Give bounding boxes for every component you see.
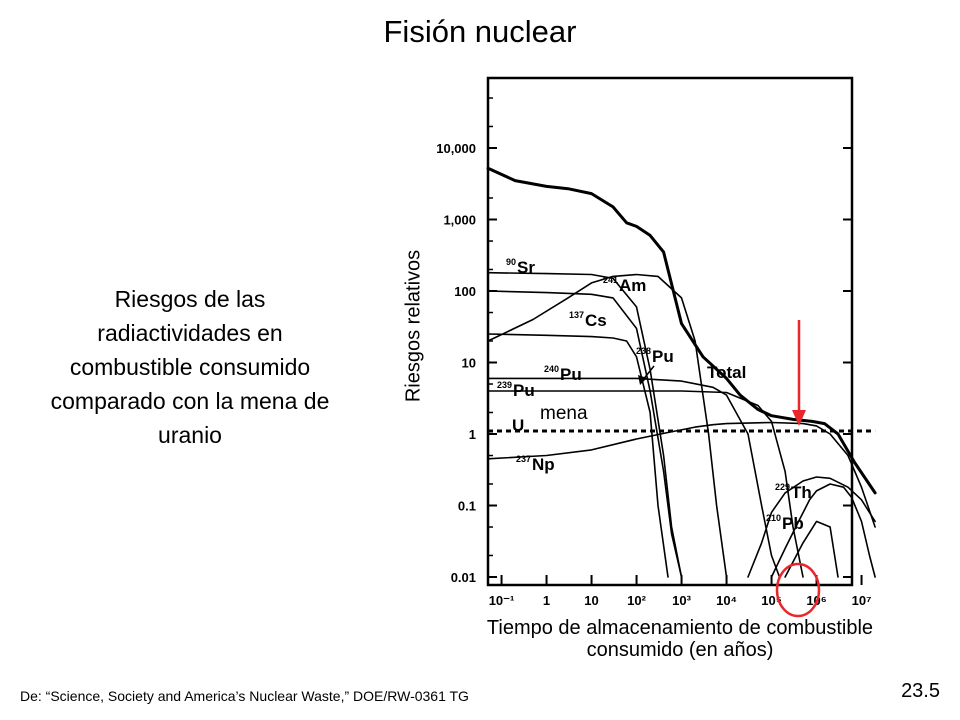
source-citation: De: “Science, Society and America’s Nucl… xyxy=(20,688,469,704)
series-line xyxy=(487,273,728,578)
x-tick-label: 10 xyxy=(584,593,598,608)
red-arrow-head xyxy=(792,410,806,426)
chart-x-axis-label: Tiempo de almacenamiento de combustible … xyxy=(486,617,874,661)
series-line xyxy=(487,290,683,578)
slide-title: Fisión nuclear xyxy=(383,14,577,49)
series-label: 229Th xyxy=(775,482,812,502)
ore-label: mena xyxy=(540,403,588,424)
pu238-pointer-head xyxy=(638,375,647,385)
y-tick-label: 0.1 xyxy=(458,499,476,514)
y-tick-label: 0.01 xyxy=(451,570,476,585)
series-label: U xyxy=(512,416,524,435)
x-tick-label: 10² xyxy=(627,593,646,608)
slide-description: Riesgos de las radiactividades en combus… xyxy=(50,286,330,448)
series-line xyxy=(487,421,876,528)
series-line xyxy=(747,476,876,578)
series-line xyxy=(770,483,876,578)
x-tick-label: 1 xyxy=(543,593,550,608)
series-label: 210Pb xyxy=(766,513,804,533)
series-line xyxy=(487,377,781,578)
y-tick-label: 100 xyxy=(454,284,476,299)
y-tick-label: 1 xyxy=(469,427,476,442)
red-highlight-circle xyxy=(775,562,821,618)
series-label: 137Cs xyxy=(569,310,607,330)
series-label: 90Sr xyxy=(506,257,535,277)
plot-frame xyxy=(486,76,854,587)
series-line xyxy=(487,390,804,578)
x-tick-label: 10³ xyxy=(672,593,691,608)
x-tick-label: 10⁷ xyxy=(852,593,872,608)
series-line xyxy=(487,333,669,578)
series-line xyxy=(486,166,877,495)
series-line xyxy=(784,520,839,578)
series-line xyxy=(487,271,683,578)
x-tick-label: 10⁴ xyxy=(716,593,737,608)
x-tick-label: 10⁻¹ xyxy=(489,593,515,608)
series-label: 238Pu xyxy=(636,346,674,366)
y-tick-label: 10 xyxy=(462,356,476,371)
series-label: Total xyxy=(707,363,746,382)
series-label: 241Am xyxy=(603,275,646,295)
y-tick-label: 10,000 xyxy=(436,141,476,156)
slide-number: 23.5 xyxy=(901,680,940,702)
series-label: 237Np xyxy=(516,454,555,474)
y-tick-label: 1,000 xyxy=(443,213,476,228)
series-label: 240Pu xyxy=(544,364,582,384)
series-label: 239Pu xyxy=(497,380,535,400)
